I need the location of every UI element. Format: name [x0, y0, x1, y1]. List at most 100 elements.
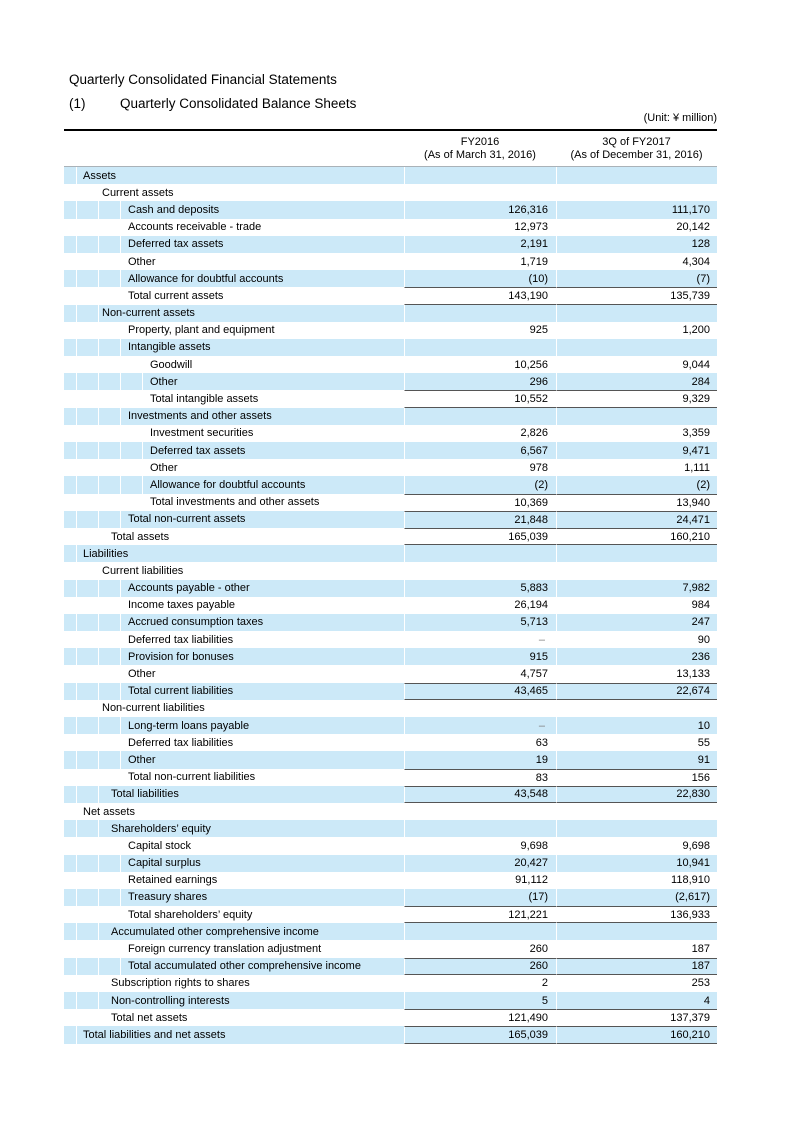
row-label: Other	[128, 668, 156, 681]
row-value-3q-fy2017: 135,739	[556, 287, 717, 305]
indent-separator	[98, 613, 99, 632]
indent-separator	[76, 1026, 77, 1044]
row-value-fy2016: 21,848	[404, 510, 556, 528]
indent-separator	[98, 373, 99, 391]
table-row: Subscription rights to shares 2 253	[64, 974, 717, 992]
indent-separator	[120, 579, 121, 597]
row-value-3q-fy2017: 160,210	[556, 1026, 717, 1044]
table-row: Total intangible assets 10,552 9,329	[64, 390, 717, 408]
row-value-fy2016: (10)	[404, 270, 556, 288]
table-row: Other 4,757 13,133	[64, 665, 717, 683]
indent-separator	[98, 510, 99, 528]
row-value-3q-fy2017: 984	[556, 596, 717, 614]
indent-separator	[76, 304, 77, 322]
indent-separator	[120, 235, 121, 253]
row-value-3q-fy2017	[556, 184, 717, 202]
indent-separator	[120, 270, 121, 288]
table-row: Foreign currency translation adjustment 2…	[64, 940, 717, 958]
table-row: Treasury shares (17) (2,617)	[64, 888, 717, 907]
row-value-fy2016	[404, 923, 556, 941]
table-row: Shareholders’ equity	[64, 820, 717, 838]
row-label: Non-current assets	[102, 307, 195, 320]
row-value-3q-fy2017: 187	[556, 957, 717, 975]
table-row: Accounts payable - other 5,883 7,982	[64, 579, 717, 597]
indent-separator	[98, 476, 99, 494]
table-row: Retained earnings 91,112 118,910	[64, 871, 717, 889]
row-label: Non-controlling interests	[111, 994, 230, 1007]
row-value-3q-fy2017	[556, 407, 717, 425]
row-label: Capital stock	[128, 839, 191, 852]
indent-separator	[76, 373, 77, 391]
indent-separator	[120, 373, 121, 391]
row-value-3q-fy2017: 10	[556, 717, 717, 735]
indent-separator	[120, 888, 121, 907]
balance-sheet-table: FY2016 (As of March 31, 2016) 3Q of FY20…	[64, 129, 717, 1044]
indent-separator	[120, 338, 121, 357]
row-value-fy2016	[404, 407, 556, 425]
indent-separator	[76, 235, 77, 253]
row-value-fy2016: 6,567	[404, 442, 556, 460]
indent-separator	[76, 270, 77, 288]
row-value-3q-fy2017: 284	[556, 373, 717, 391]
table-row: Total accumulated other comprehensive in…	[64, 957, 717, 975]
indent-separator	[76, 201, 77, 219]
row-label: Cash and deposits	[128, 203, 220, 216]
row-value-fy2016: 915	[404, 648, 556, 666]
row-value-fy2016: 20,427	[404, 854, 556, 872]
indent-separator	[76, 717, 77, 735]
row-value-3q-fy2017: 3,359	[556, 424, 717, 442]
indent-separator	[98, 923, 99, 941]
row-label: Net assets	[83, 805, 135, 818]
row-label: Deferred tax assets	[150, 444, 246, 457]
table-row: Total assets 165,039 160,210	[64, 527, 717, 546]
indent-separator	[76, 613, 77, 632]
indent-separator	[98, 785, 99, 803]
row-value-3q-fy2017: 9,044	[556, 356, 717, 374]
header-label-spacer	[64, 131, 404, 166]
table-row: Cash and deposits 126,316 111,170	[64, 201, 717, 219]
row-value-3q-fy2017: 9,471	[556, 442, 717, 460]
document-subtitle: (1) Quarterly Consolidated Balance Sheets	[69, 96, 356, 112]
table-row: Deferred tax assets 6,567 9,471	[64, 442, 717, 460]
row-value-3q-fy2017: 9,329	[556, 390, 717, 408]
row-value-3q-fy2017: 4	[556, 992, 717, 1010]
document-subtitle-text: Quarterly Consolidated Balance Sheets	[120, 96, 357, 111]
row-value-3q-fy2017	[556, 562, 717, 580]
table-row: Property, plant and equipment 925 1,200	[64, 321, 717, 339]
indent-separator	[98, 648, 99, 666]
row-label: Retained earnings	[128, 874, 218, 887]
row-value-fy2016: 26,194	[404, 596, 556, 614]
row-value-fy2016	[404, 545, 556, 563]
indent-separator	[120, 613, 121, 632]
indent-separator	[76, 785, 77, 803]
row-value-fy2016: 260	[404, 940, 556, 958]
row-label: Accrued consumption taxes	[128, 616, 264, 629]
table-row: Goodwill 10,256 9,044	[64, 356, 717, 374]
row-value-fy2016: 5,883	[404, 579, 556, 597]
row-value-fy2016: 165,039	[404, 527, 556, 546]
table-row: Accrued consumption taxes 5,713 247	[64, 613, 717, 632]
row-value-fy2016: 296	[404, 373, 556, 391]
indent-separator	[76, 854, 77, 872]
row-label: Total assets	[111, 530, 170, 543]
row-label: Treasury shares	[128, 891, 208, 904]
indent-separator	[76, 888, 77, 907]
indent-separator	[120, 201, 121, 219]
row-value-fy2016: 121,490	[404, 1009, 556, 1027]
row-label: Shareholders’ equity	[111, 822, 211, 835]
indent-separator	[98, 579, 99, 597]
table-row: Other 978 1,111	[64, 459, 717, 477]
table-row: Liabilities	[64, 545, 717, 563]
row-value-3q-fy2017: 111,170	[556, 201, 717, 219]
row-label: Other	[128, 753, 156, 766]
table-row: Non-controlling interests 5 4	[64, 992, 717, 1010]
row-value-fy2016: 5	[404, 992, 556, 1010]
row-value-fy2016: 9,698	[404, 837, 556, 855]
row-value-3q-fy2017: 253	[556, 974, 717, 992]
row-label: Provision for bonuses	[128, 650, 234, 663]
row-label: Deferred tax assets	[128, 238, 224, 251]
row-value-fy2016: 2,191	[404, 235, 556, 253]
row-value-fy2016: 19	[404, 751, 556, 769]
table-row: Current assets	[64, 184, 717, 202]
row-value-fy2016	[404, 562, 556, 580]
